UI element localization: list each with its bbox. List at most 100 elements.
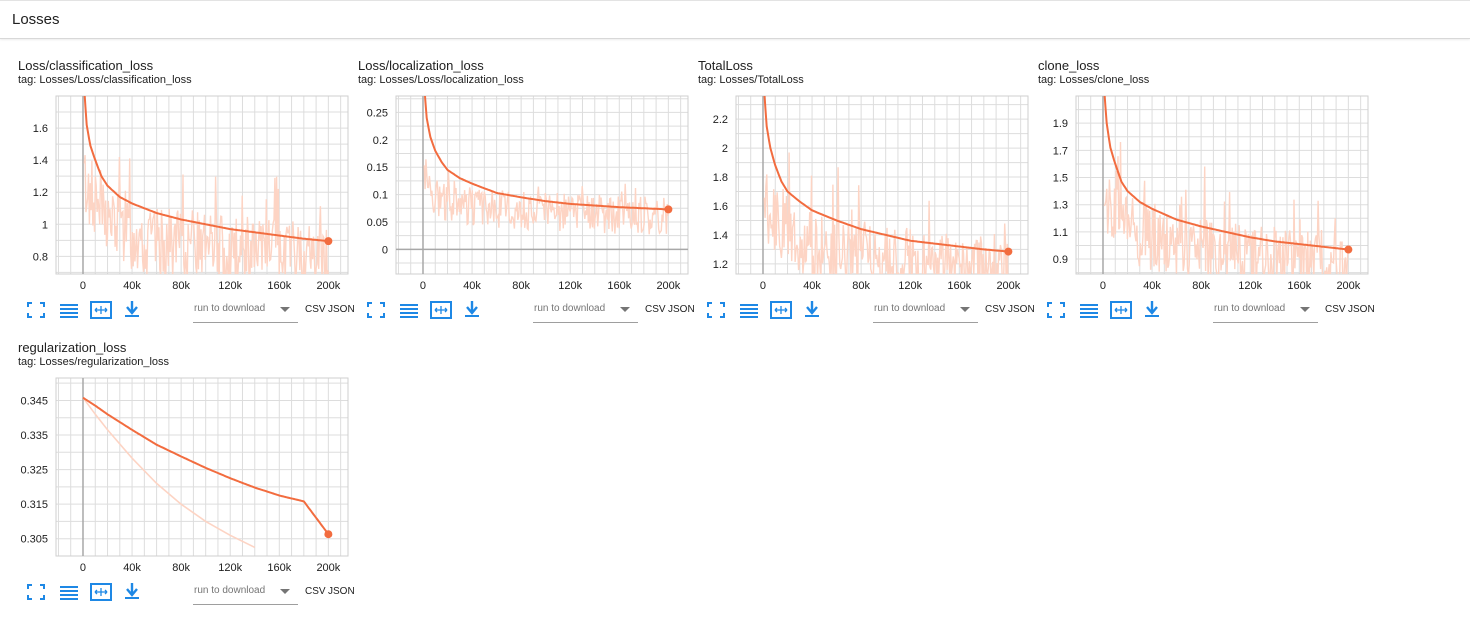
y-tick-label: 1.7 xyxy=(1053,145,1068,157)
log-scale-button[interactable] xyxy=(1078,300,1102,324)
smoothed-series-line xyxy=(763,96,1009,253)
run-select[interactable]: run to download xyxy=(1213,298,1318,323)
x-tick-label: 200k xyxy=(316,562,340,574)
json-download-link[interactable]: JSON xyxy=(668,304,695,315)
fit-domain-button[interactable] xyxy=(430,300,454,324)
y-tick-label: 0.315 xyxy=(20,499,48,511)
fullscreen-button[interactable] xyxy=(1046,300,1070,324)
x-tick-label: 40k xyxy=(803,280,821,292)
chart-title: regularization_loss xyxy=(18,340,127,355)
x-tick-label: 80k xyxy=(172,562,190,574)
run-select[interactable]: run to download xyxy=(873,298,978,323)
x-tick-label: 120k xyxy=(898,280,922,292)
last-point-marker[interactable] xyxy=(324,530,333,539)
raw-series-line xyxy=(763,152,1009,274)
last-point-marker[interactable] xyxy=(1004,247,1013,256)
y-tick-label: 1 xyxy=(42,219,48,231)
run-select[interactable]: run to download xyxy=(193,298,298,323)
run-select-placeholder: run to download xyxy=(194,303,266,314)
section-header[interactable]: Losses xyxy=(0,0,1470,39)
y-tick-label: 1.2 xyxy=(713,259,728,271)
y-tick-label: 0.335 xyxy=(20,430,48,442)
y-tick-label: 1.9 xyxy=(1053,118,1068,130)
fullscreen-button[interactable] xyxy=(26,300,50,324)
y-tick-label: 1.3 xyxy=(1053,200,1068,212)
x-tick-label: 120k xyxy=(218,280,242,292)
log-scale-button[interactable] xyxy=(398,300,422,324)
last-point-marker[interactable] xyxy=(664,205,673,214)
x-tick-label: 160k xyxy=(947,280,971,292)
chart-toolbar: run to download CSV JSON xyxy=(26,298,361,326)
y-tick-label: 0 xyxy=(382,244,388,256)
y-tick-label: 1.8 xyxy=(713,172,728,184)
y-tick-label: 0.9 xyxy=(1053,254,1068,266)
x-tick-label: 0 xyxy=(760,280,766,292)
fullscreen-button[interactable] xyxy=(366,300,390,324)
chart-card: Loss/localization_loss tag: Losses/Loss/l… xyxy=(358,58,698,328)
run-select-placeholder: run to download xyxy=(534,303,606,314)
x-tick-label: 40k xyxy=(123,562,141,574)
line-chart[interactable]: 0 40k 80k 120k 160k 200k 0.305 0.315 0.325 0.335 0… xyxy=(18,370,358,580)
y-tick-label: 0.25 xyxy=(367,107,388,119)
fit-domain-button[interactable] xyxy=(90,300,114,324)
download-button[interactable] xyxy=(802,300,826,324)
chart-toolbar: run to download CSV JSON xyxy=(1046,298,1381,326)
chart-card: Loss/classification_loss tag: Losses/Loss… xyxy=(18,58,358,328)
chart-card: TotalLoss tag: Losses/TotalLoss 0 40k 80k 120… xyxy=(698,58,1038,328)
y-tick-label: 0.305 xyxy=(20,534,48,546)
x-tick-label: 40k xyxy=(1143,280,1161,292)
log-scale-button[interactable] xyxy=(58,582,82,606)
fullscreen-button[interactable] xyxy=(26,582,50,606)
chart-title: TotalLoss xyxy=(698,58,753,73)
x-tick-label: 120k xyxy=(558,280,582,292)
line-chart[interactable]: 0 40k 80k 120k 160k 200k 1.2 1.4 1.6 1.8 2 2.2 xyxy=(698,88,1038,298)
json-download-link[interactable]: JSON xyxy=(1348,304,1375,315)
dropdown-arrow-icon xyxy=(280,589,290,594)
fullscreen-button[interactable] xyxy=(706,300,730,324)
csv-download-link[interactable]: CSV xyxy=(645,304,666,315)
chart-card: clone_loss tag: Losses/clone_loss 0 40k 80k 1… xyxy=(1038,58,1378,328)
run-select[interactable]: run to download xyxy=(533,298,638,323)
y-tick-label: 0.325 xyxy=(20,465,48,477)
chart-title: Loss/classification_loss xyxy=(18,58,154,73)
download-button[interactable] xyxy=(1142,300,1166,324)
dropdown-arrow-icon xyxy=(620,307,630,312)
y-tick-label: 2 xyxy=(722,143,728,155)
csv-download-link[interactable]: CSV xyxy=(305,586,326,597)
x-tick-label: 160k xyxy=(607,280,631,292)
chart-title: clone_loss xyxy=(1038,58,1100,73)
line-chart[interactable]: 0 40k 80k 120k 160k 200k 0 0.05 0.1 0.15 0.2 0.25 xyxy=(358,88,698,298)
run-select[interactable]: run to download xyxy=(193,580,298,605)
log-scale-button[interactable] xyxy=(58,300,82,324)
fit-domain-button[interactable] xyxy=(90,582,114,606)
y-tick-label: 1.4 xyxy=(33,155,48,167)
y-tick-label: 0.2 xyxy=(373,135,388,147)
log-scale-button[interactable] xyxy=(738,300,762,324)
y-tick-label: 1.2 xyxy=(33,187,48,199)
smoothed-series-line xyxy=(82,396,330,535)
x-tick-label: 80k xyxy=(1192,280,1210,292)
grid xyxy=(736,96,1028,274)
line-chart[interactable]: 0 40k 80k 120k 160k 200k 0.9 1.1 1.3 1.5 1.7 1.9 xyxy=(1038,88,1378,298)
run-select-placeholder: run to download xyxy=(1214,303,1286,314)
fit-domain-button[interactable] xyxy=(1110,300,1134,324)
plot-frame xyxy=(55,95,349,275)
plot-frame xyxy=(1075,95,1369,275)
fit-domain-button[interactable] xyxy=(770,300,794,324)
raw-series-line xyxy=(423,159,669,235)
download-button[interactable] xyxy=(122,582,146,606)
json-download-link[interactable]: JSON xyxy=(328,304,355,315)
line-chart[interactable]: 0 40k 80k 120k 160k 200k 0.8 1 1.2 1.4 1.6 xyxy=(18,88,358,298)
json-download-link[interactable]: JSON xyxy=(1008,304,1035,315)
chart-tag: tag: Losses/regularization_loss xyxy=(18,356,170,368)
last-point-marker[interactable] xyxy=(1344,245,1353,254)
download-button[interactable] xyxy=(462,300,486,324)
csv-download-link[interactable]: CSV xyxy=(1325,304,1346,315)
csv-download-link[interactable]: CSV xyxy=(305,304,326,315)
smoothed-series-line xyxy=(83,96,329,243)
download-button[interactable] xyxy=(122,300,146,324)
json-download-link[interactable]: JSON xyxy=(328,586,355,597)
x-tick-label: 80k xyxy=(512,280,530,292)
last-point-marker[interactable] xyxy=(324,237,333,246)
csv-download-link[interactable]: CSV xyxy=(985,304,1006,315)
